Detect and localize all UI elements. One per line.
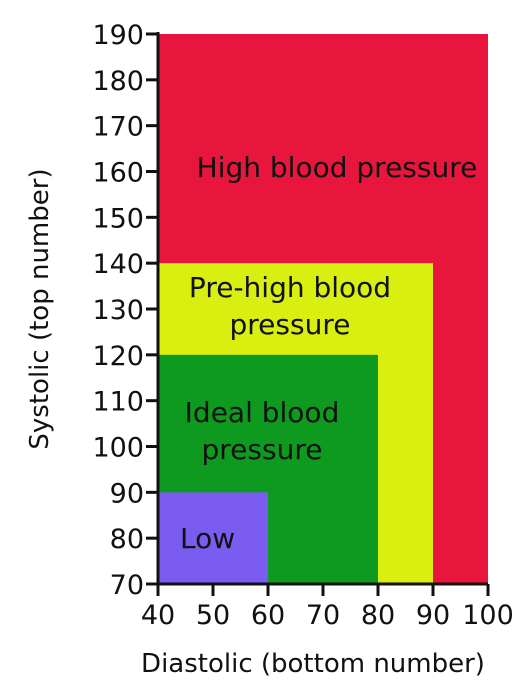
zone-label-low-line-1: Low: [180, 522, 235, 555]
zone-label-ideal-blood-pressure-line-1: Ideal blood: [185, 396, 340, 429]
y-tick-label-170: 170: [92, 112, 144, 143]
axes-layer: 70 80 90 100 110 120 130 140 150 160 170 180 190 40 50…: [92, 20, 513, 631]
y-tick-label-130: 130: [92, 295, 144, 326]
y-tick-label-80: 80: [110, 524, 144, 555]
x-tick-label-70: 70: [306, 600, 340, 631]
y-tick-label-140: 140: [92, 249, 144, 280]
zone-labels-layer: High blood pressure Pre-high blood pressur…: [180, 151, 477, 555]
zone-label-high-blood-pressure-line-1: High blood pressure: [197, 151, 478, 184]
zone-label-ideal-blood-pressure-line-2: pressure: [202, 433, 323, 466]
x-tick-label-40: 40: [141, 600, 175, 631]
y-tick-label-180: 180: [92, 66, 144, 97]
y-tick-label-110: 110: [92, 387, 144, 418]
y-axis-title: Systolic (top number): [25, 168, 55, 449]
x-tick-label-50: 50: [196, 600, 230, 631]
regions-layer: [158, 34, 488, 584]
y-tick-label-90: 90: [110, 478, 144, 509]
x-tick-label-60: 60: [251, 600, 285, 631]
x-tick-label-100: 100: [462, 600, 514, 631]
zone-label-pre-high-blood-pressure-line-2: pressure: [230, 308, 351, 341]
zone-label-pre-high-blood-pressure-line-1: Pre-high blood: [189, 271, 391, 304]
x-axis-title: Diastolic (bottom number): [141, 649, 485, 679]
y-tick-label-100: 100: [92, 433, 144, 464]
y-tick-label-70: 70: [110, 570, 144, 601]
x-tick-label-80: 80: [361, 600, 395, 631]
y-tick-label-120: 120: [92, 341, 144, 372]
y-tick-label-190: 190: [92, 20, 144, 51]
x-tick-label-90: 90: [416, 600, 450, 631]
y-tick-label-150: 150: [92, 203, 144, 234]
y-tick-label-160: 160: [92, 158, 144, 189]
region-low: [158, 492, 268, 584]
